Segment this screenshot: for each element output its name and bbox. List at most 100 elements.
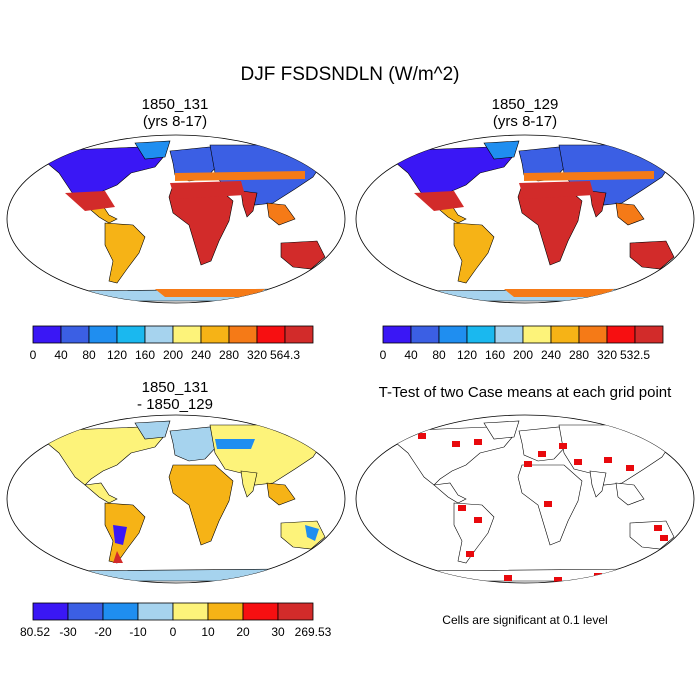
colorbar1-tick-label: 80 — [82, 348, 96, 362]
map4-australia — [629, 520, 675, 550]
colorbar2-tick-label: 532.5 — [620, 348, 650, 362]
colorbar2-tick-label: 80 — [432, 348, 446, 362]
colorbar3-swatch — [67, 602, 104, 621]
significance-note: Cells are significant at 0.1 level — [442, 613, 608, 627]
panel3-title: 1850_131 - 1850_129 — [40, 379, 310, 413]
map-panel3 — [6, 414, 346, 584]
map4-significant-cell — [418, 433, 426, 439]
map1-seasia — [266, 202, 296, 226]
map4-significant-cell — [524, 461, 532, 467]
colorbar1-swatch — [88, 325, 118, 344]
panel3-title-line2: - 1850_129 — [137, 396, 213, 413]
map2-africa — [517, 184, 583, 266]
map4-significant-cell — [654, 525, 662, 531]
map1-australia — [280, 240, 326, 270]
colorbar-panel2: 0 40 80 120 160 200 240 280 320 532.5 — [380, 325, 664, 362]
colorbar2-swatch — [494, 325, 524, 344]
map3-anom-samerica — [113, 525, 127, 545]
colorbar2-swatch — [438, 325, 468, 344]
map4-significant-cell — [594, 573, 602, 579]
colorbar1-swatch — [144, 325, 174, 344]
map4-greenland — [483, 420, 520, 440]
map3-seasia — [266, 482, 296, 506]
colorbar2-swatch — [550, 325, 580, 344]
figure-title: DJF FSDSNDLN (W/m^2) — [240, 64, 460, 85]
colorbar3-swatch — [32, 602, 69, 621]
colorbar1-tick-label: 120 — [107, 348, 127, 362]
panel4-title: T-Test of two Case means at each grid po… — [350, 384, 700, 401]
map4-india — [589, 470, 607, 498]
map4-significant-cell — [474, 517, 482, 523]
colorbar3-swatch — [102, 602, 139, 621]
colorbar3-tick-label: 20 — [236, 625, 250, 639]
map1-india — [240, 190, 258, 218]
colorbar3-tick-label: -10 — [129, 625, 147, 639]
map3-africa — [168, 464, 234, 546]
colorbar1-swatch — [172, 325, 202, 344]
map4-significant-cell — [554, 577, 562, 583]
map4-significant-cell — [626, 465, 634, 471]
map1-band-sahara — [170, 181, 245, 199]
map2-samerica — [453, 222, 495, 284]
map2-band-midlat — [524, 171, 654, 181]
colorbar2-tick-label: 200 — [513, 348, 533, 362]
map1-band-americas — [65, 191, 115, 211]
map4-significant-cell — [504, 575, 512, 581]
map3-greenland — [134, 420, 171, 440]
map4-significant-cell — [660, 535, 668, 541]
colorbar3-swatch — [277, 602, 314, 621]
map-panel4 — [355, 414, 695, 584]
colorbar2-swatch — [578, 325, 608, 344]
panel3-title-line1: 1850_131 — [141, 379, 209, 396]
map2-india — [589, 190, 607, 218]
map2-band-antarctic — [504, 289, 614, 297]
map1-samerica — [104, 222, 146, 284]
map3-camerica — [84, 482, 118, 504]
map4-camerica — [433, 482, 467, 504]
map1-africa — [168, 184, 234, 266]
map4-antarctica — [398, 568, 655, 582]
map2-seasia — [615, 202, 645, 226]
colorbar3-swatch — [172, 602, 209, 621]
colorbar3-swatch — [207, 602, 244, 621]
map2-band-americas — [414, 191, 464, 211]
colorbar2-tick-label: 240 — [541, 348, 561, 362]
map3-anom-patagonia — [113, 551, 123, 563]
colorbar-panel3: -80.52 -30 -20 -10 0 10 20 30 269.53 — [20, 602, 332, 639]
panel2-title: 1850_129 (yrs 8-17) — [390, 96, 660, 130]
colorbar1-tick-label: 320 — [247, 348, 267, 362]
colorbar2-swatch — [410, 325, 440, 344]
map2-australia — [629, 240, 675, 270]
map2-greenland — [483, 140, 520, 160]
map4-seasia — [615, 482, 645, 506]
map4-significant-cell — [414, 577, 422, 583]
colorbar3-tick-label: 30 — [271, 625, 285, 639]
colorbar3-swatch — [137, 602, 174, 621]
colorbar1-tick-label: 564.3 — [270, 348, 300, 362]
panel1-title: 1850_131 (yrs 8-17) — [40, 96, 310, 130]
panel1-title-line2: (yrs 8-17) — [142, 113, 208, 130]
map4-significant-cell — [452, 441, 460, 447]
map-panel1 — [6, 134, 346, 304]
colorbar3-swatch — [242, 602, 279, 621]
colorbar3-tick-label: 0 — [170, 625, 177, 639]
map2-band-sahara — [519, 181, 594, 199]
map3-anom-australia — [305, 525, 319, 541]
colorbar1-tick-label: 200 — [163, 348, 183, 362]
colorbar1-tick-label: 280 — [219, 348, 239, 362]
colorbar1-tick-label: 40 — [54, 348, 68, 362]
map4-significant-cell — [458, 505, 466, 511]
map1-band-antarctic — [155, 289, 265, 297]
colorbar1-swatch — [32, 325, 62, 344]
map1-greenland — [134, 140, 171, 160]
colorbar-panel1: 0 40 80 120 160 200 240 280 320 564.3 — [30, 325, 314, 362]
colorbar2-swatch — [466, 325, 496, 344]
map-panel2 — [355, 134, 695, 304]
colorbar2-tick-label: 0 — [380, 348, 387, 362]
colorbar1-tick-label: 0 — [30, 348, 37, 362]
colorbar1-tick-label: 240 — [191, 348, 211, 362]
colorbar3-tick-label: 10 — [201, 625, 215, 639]
colorbar2-swatch — [606, 325, 636, 344]
map3-anom-asia — [215, 439, 255, 449]
map3-landmasses — [44, 420, 326, 582]
